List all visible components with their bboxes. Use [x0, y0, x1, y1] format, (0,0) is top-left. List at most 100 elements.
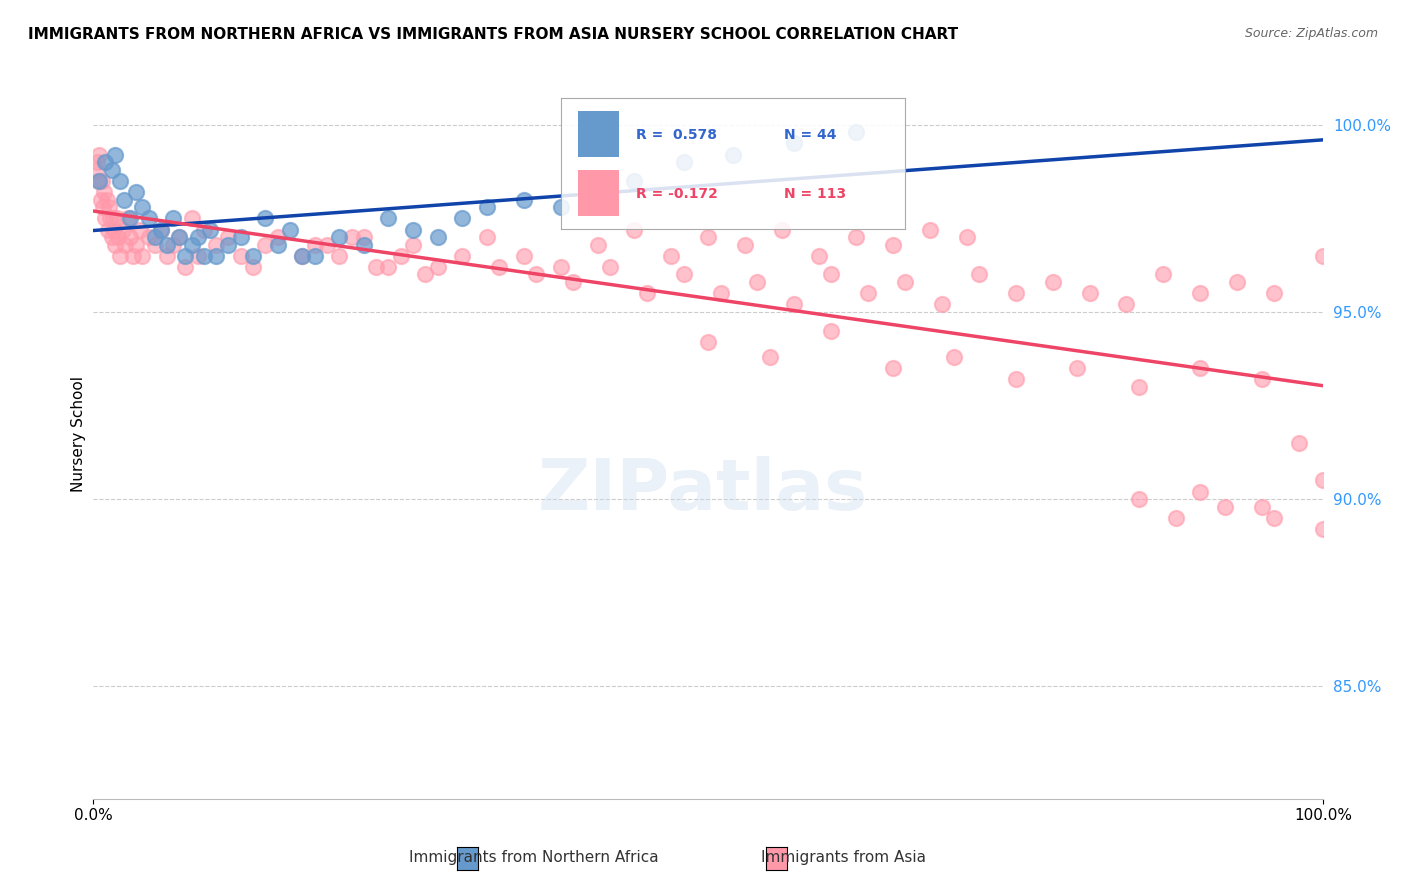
Text: ZIPatlas: ZIPatlas [538, 456, 868, 525]
Point [623, 174, 645, 188]
Point [550, 260, 572, 274]
Point [90, 193, 112, 207]
Point [149, 222, 172, 236]
Point [187, 249, 209, 263]
Point [120, 211, 142, 226]
Point [112, 193, 135, 207]
Point [107, 230, 129, 244]
Point [402, 237, 425, 252]
Point [328, 230, 350, 244]
Point [451, 211, 474, 226]
Point [110, 174, 132, 188]
Point [304, 237, 326, 252]
Point [366, 260, 388, 274]
Y-axis label: Nursery School: Nursery School [72, 376, 86, 491]
Point [475, 230, 498, 244]
Point [87, 174, 110, 188]
Point [1213, 500, 1236, 514]
Point [955, 230, 977, 244]
Point [205, 237, 228, 252]
Point [672, 268, 695, 282]
Point [1004, 372, 1026, 386]
Point [162, 211, 184, 226]
Point [131, 200, 153, 214]
Point [1128, 380, 1150, 394]
Point [100, 230, 122, 244]
Point [586, 237, 609, 252]
Point [125, 185, 148, 199]
Point [96, 193, 118, 207]
Point [229, 249, 252, 263]
Point [129, 222, 152, 236]
Point [967, 268, 990, 282]
Point [783, 297, 806, 311]
Point [377, 211, 399, 226]
Point [218, 237, 240, 252]
Point [156, 237, 179, 252]
Point [254, 237, 277, 252]
Point [84, 162, 107, 177]
Point [599, 260, 621, 274]
Point [291, 249, 314, 263]
Point [783, 136, 806, 151]
Point [143, 230, 166, 244]
Point [169, 230, 191, 244]
Point [105, 211, 128, 226]
Text: Source: ZipAtlas.com: Source: ZipAtlas.com [1244, 27, 1378, 40]
Point [120, 230, 142, 244]
Point [229, 230, 252, 244]
Point [111, 222, 134, 236]
Point [180, 237, 202, 252]
Point [734, 237, 756, 252]
Point [512, 249, 534, 263]
Point [328, 249, 350, 263]
Point [156, 249, 179, 263]
Point [1128, 492, 1150, 507]
Text: Immigrants from Asia: Immigrants from Asia [761, 850, 927, 865]
Point [1189, 361, 1212, 376]
Point [242, 260, 264, 274]
Point [267, 230, 290, 244]
Point [100, 211, 122, 226]
Point [1189, 286, 1212, 301]
Point [512, 193, 534, 207]
Point [353, 230, 375, 244]
Point [807, 249, 830, 263]
Point [103, 222, 125, 236]
Point [894, 275, 917, 289]
Point [1115, 297, 1137, 311]
Point [820, 268, 842, 282]
Point [1164, 511, 1187, 525]
Point [770, 222, 793, 236]
Point [561, 275, 583, 289]
Point [931, 297, 953, 311]
Point [242, 249, 264, 263]
Point [1263, 286, 1285, 301]
Point [1066, 361, 1088, 376]
Point [1152, 268, 1174, 282]
Point [143, 237, 166, 252]
Point [91, 200, 114, 214]
Point [104, 147, 127, 161]
Point [267, 237, 290, 252]
Point [94, 211, 117, 226]
Point [174, 249, 197, 263]
Point [117, 211, 139, 226]
Point [845, 230, 868, 244]
Point [1250, 500, 1272, 514]
Point [413, 268, 436, 282]
Point [882, 237, 904, 252]
Point [1288, 436, 1310, 450]
Text: IMMIGRANTS FROM NORTHERN AFRICA VS IMMIGRANTS FROM ASIA NURSERY SCHOOL CORRELATI: IMMIGRANTS FROM NORTHERN AFRICA VS IMMIG… [28, 27, 959, 42]
Point [747, 275, 769, 289]
Point [943, 350, 966, 364]
Point [488, 260, 510, 274]
Point [882, 361, 904, 376]
Point [402, 222, 425, 236]
Point [149, 222, 172, 236]
Point [101, 211, 124, 226]
Point [254, 211, 277, 226]
Point [316, 237, 339, 252]
Point [205, 249, 228, 263]
Point [304, 249, 326, 263]
